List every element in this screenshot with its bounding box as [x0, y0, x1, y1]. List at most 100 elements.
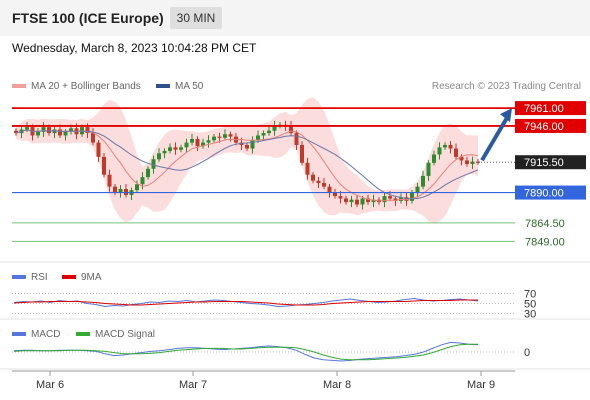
candle-body [47, 127, 51, 134]
candle-body [184, 142, 189, 148]
forecast-arrow [480, 115, 510, 162]
candle-body [272, 125, 277, 131]
candle-body [470, 161, 475, 165]
current-price-label: 7915.50 [524, 157, 564, 169]
macd-swatch [12, 332, 26, 337]
candle-body [212, 136, 216, 141]
candle-body [316, 180, 321, 184]
macd-signal-line [13, 343, 478, 361]
candle-body [437, 147, 442, 155]
legend-macd: MACD [12, 329, 60, 340]
rsi-legend-label: RSI [31, 272, 48, 283]
rsi-level-label: 50 [524, 299, 536, 311]
candle-body [305, 162, 310, 175]
candle-body [338, 196, 343, 199]
macd-signal-legend-label: MACD Signal [95, 329, 156, 340]
legend-ma50: MA 50 [156, 81, 203, 92]
level-tag [515, 101, 586, 116]
candle-body [162, 150, 167, 154]
legend-rsi-ma: 9MA [62, 272, 102, 283]
candle-body [360, 198, 365, 205]
candle-body [223, 134, 227, 138]
candle-body [393, 198, 398, 201]
timeframe-badge[interactable]: 30 MIN [170, 7, 222, 29]
level-tag [515, 185, 586, 200]
ma20-swatch [12, 84, 26, 89]
candle-body [146, 168, 150, 178]
candle-body [135, 184, 139, 191]
level-label: 7961.00 [524, 103, 564, 115]
level-label: 7849.00 [525, 236, 565, 248]
legend-rsi: RSI [12, 272, 48, 283]
ma50-legend-label: MA 50 [175, 81, 204, 92]
candle-body [349, 199, 354, 203]
legend-macd-signal: MACD Signal [76, 329, 155, 340]
x-tick-label: Mar 6 [36, 379, 64, 391]
candle-body [228, 134, 233, 137]
candle-body [344, 198, 348, 203]
rsi-ma-swatch [62, 275, 76, 280]
current-price-tag [515, 155, 586, 170]
candle-body [289, 125, 293, 134]
candle-body [14, 130, 18, 134]
candle-body [366, 198, 370, 203]
candle-body [333, 192, 337, 197]
candle-body [245, 144, 249, 149]
candle-body [157, 153, 161, 160]
forecast-arrowhead [500, 108, 512, 123]
candle-body [102, 156, 106, 175]
candle-body [300, 144, 304, 163]
legend-ma20: MA 20 + Bollinger Bands [12, 81, 141, 92]
candle-body [217, 136, 222, 138]
candle-body [85, 127, 90, 134]
candle-body [355, 199, 359, 205]
candle-body [190, 139, 194, 143]
credit-text: Research © 2023 Trading Central [431, 81, 581, 92]
chart-header: FTSE 100 (ICE Europe) 30 MIN [0, 0, 590, 36]
candle-body [96, 142, 101, 157]
ma20-line [15, 129, 479, 202]
candle-body [63, 131, 68, 136]
x-tick-label: Mar 7 [179, 379, 207, 391]
candle-body [327, 186, 332, 193]
rsi-ma-line [13, 299, 478, 306]
candle-body [91, 133, 95, 143]
x-tick-label: Mar 9 [467, 379, 495, 391]
candle-body [388, 196, 392, 199]
candle-body [261, 133, 266, 136]
candle-body [69, 128, 73, 132]
candle-body [173, 147, 178, 150]
chart-title: FTSE 100 (ICE Europe) [12, 10, 164, 26]
candle-body [25, 127, 29, 130]
candle-body [415, 186, 420, 193]
macd-line [13, 341, 479, 362]
candle-body [36, 131, 40, 136]
candle-body [267, 130, 271, 134]
candle-body [140, 177, 145, 185]
candle-body [448, 144, 453, 149]
rsi-swatch [12, 275, 26, 280]
ma50-line [15, 129, 479, 200]
candle-body [107, 174, 112, 187]
timestamp: Wednesday, March 8, 2023 10:04:28 PM CET [12, 41, 257, 55]
level-label: 7890.00 [524, 188, 564, 200]
candle-body [195, 139, 200, 147]
candle-body [118, 188, 123, 193]
candle-body [322, 183, 326, 187]
candle-body [201, 142, 205, 147]
candle-body [443, 144, 447, 148]
ma20-legend-label: MA 20 + Bollinger Bands [31, 81, 141, 92]
candle-body [179, 147, 183, 150]
candle-body [410, 192, 414, 201]
candle-body [41, 127, 46, 132]
candle-body [404, 197, 409, 201]
rsi-ma-legend-label: 9MA [81, 272, 102, 283]
ma50-swatch [156, 84, 170, 89]
candle-body [382, 196, 387, 203]
candle-body [250, 140, 255, 149]
bollinger-band [16, 97, 478, 224]
candle-body [426, 162, 431, 176]
candle-body [421, 175, 425, 187]
candle-body [256, 135, 260, 141]
